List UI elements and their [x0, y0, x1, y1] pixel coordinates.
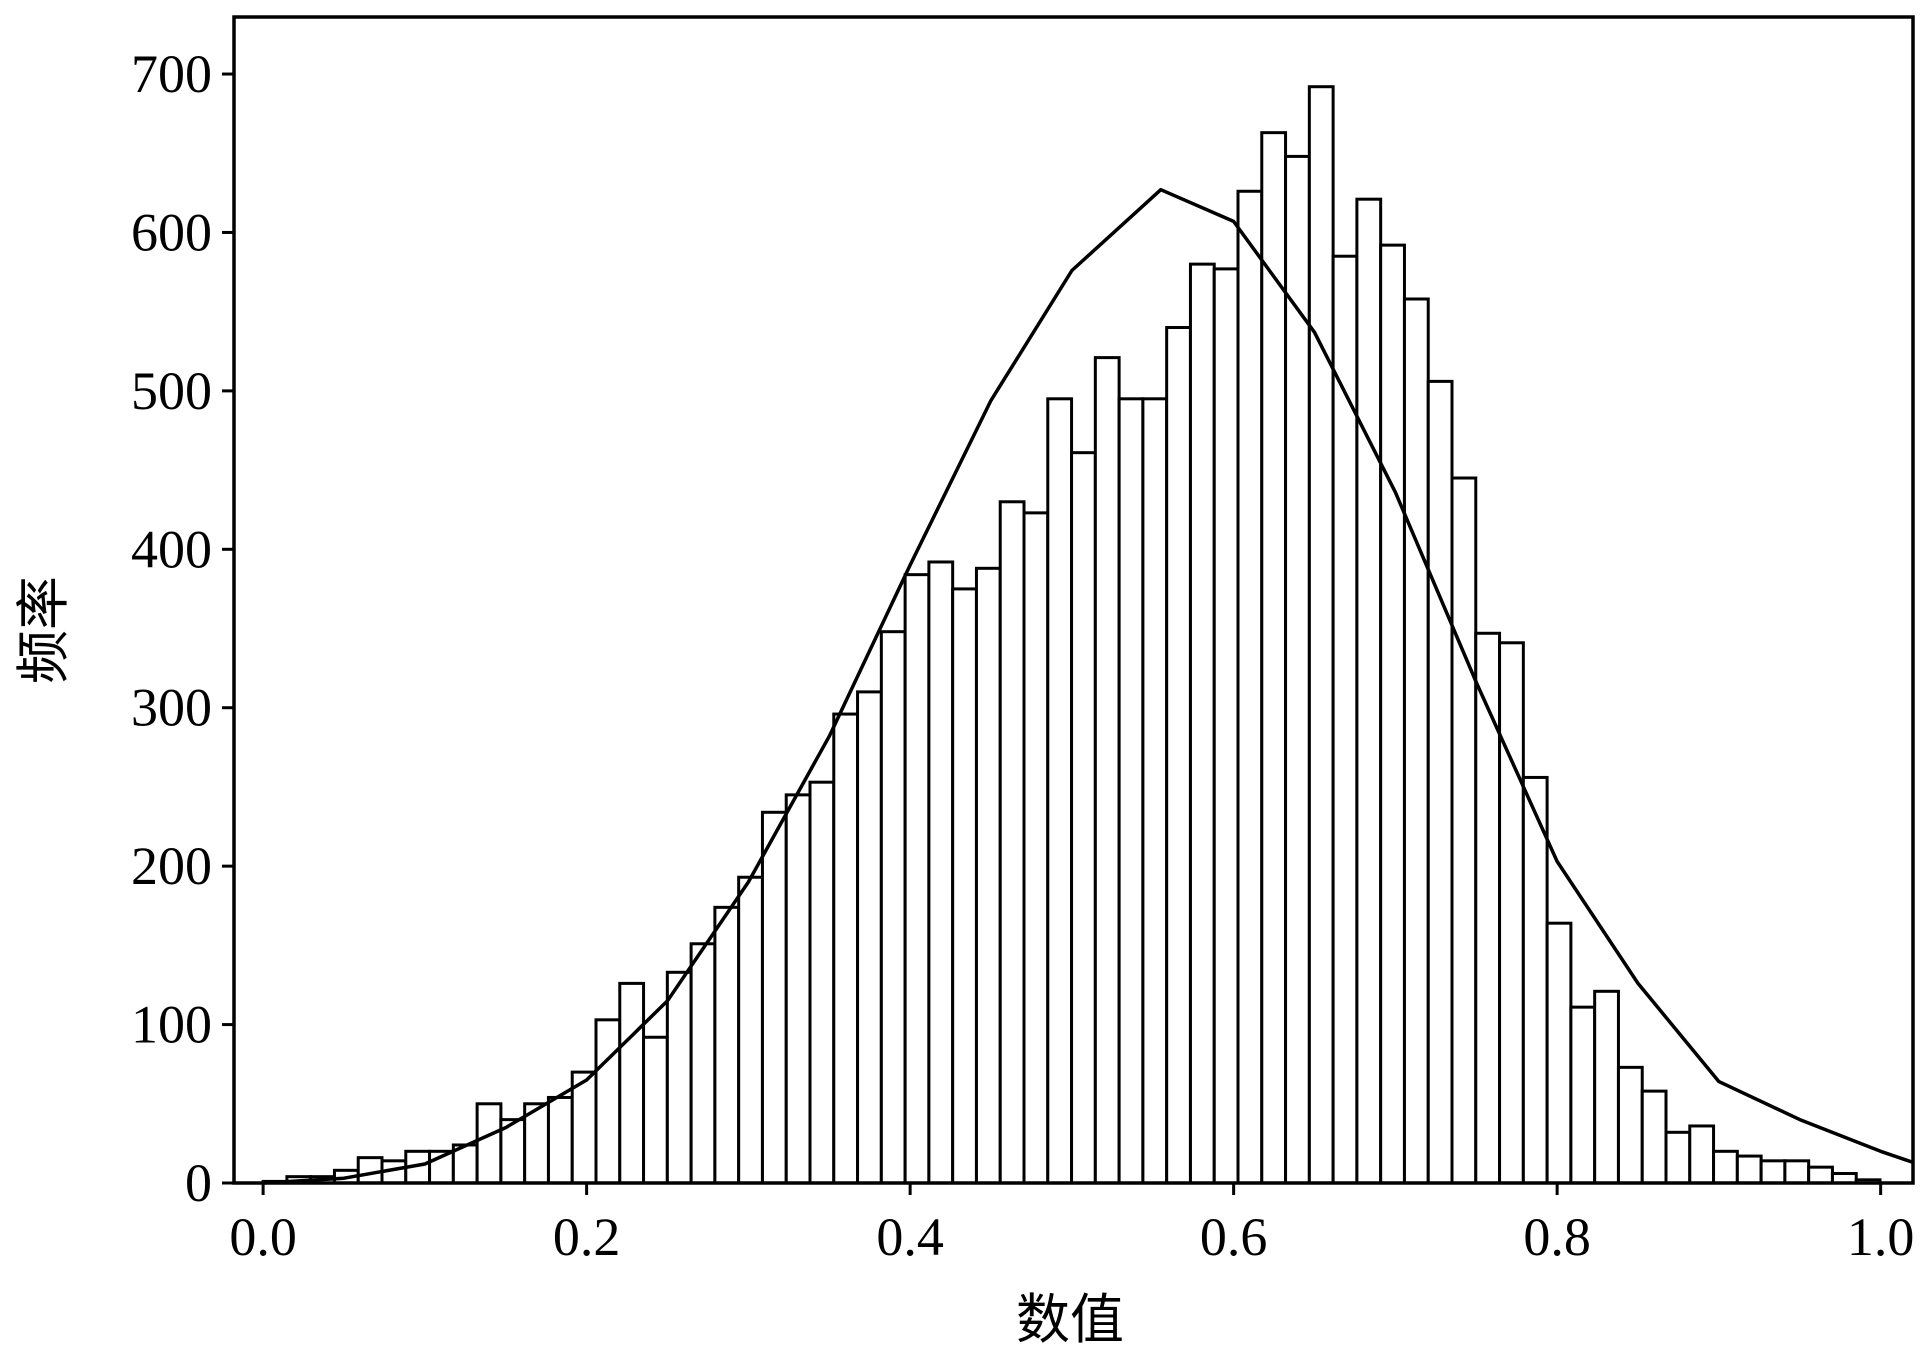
bar — [998, 500, 1026, 1185]
bar — [642, 1035, 669, 1185]
bar — [1117, 397, 1145, 1185]
bar — [1450, 476, 1478, 1185]
bar — [1735, 1154, 1763, 1185]
x-tick-label: 1.0 — [1847, 1207, 1915, 1267]
density-curve — [262, 187, 1914, 1185]
bar — [832, 712, 860, 1185]
bar — [1521, 775, 1549, 1185]
bar — [808, 780, 836, 1185]
bar — [1426, 379, 1454, 1185]
x-tick-label: 0.8 — [1523, 1207, 1591, 1267]
bar — [1141, 397, 1169, 1185]
bar — [760, 810, 788, 1185]
bar — [1046, 397, 1074, 1185]
y-tick-label: 300 — [131, 678, 212, 738]
bar — [1569, 1005, 1597, 1185]
bar — [1712, 1149, 1739, 1185]
bar — [1070, 451, 1097, 1185]
x-tick-label: 0.4 — [876, 1207, 944, 1267]
x-tick-label: 0.6 — [1200, 1207, 1268, 1267]
bar — [1688, 1124, 1716, 1185]
bar — [1593, 989, 1620, 1185]
bar — [737, 875, 764, 1185]
bar — [1402, 297, 1430, 1185]
bar — [546, 1095, 574, 1185]
y-tick-label: 0 — [185, 1153, 212, 1213]
bar — [618, 981, 646, 1185]
bar — [475, 1102, 503, 1185]
bar — [594, 1018, 622, 1185]
bar — [1498, 641, 1525, 1185]
y-tick-label: 500 — [131, 361, 212, 421]
bar — [1640, 1089, 1668, 1185]
bar — [784, 793, 812, 1185]
bar — [1236, 189, 1264, 1185]
y-tick-label: 400 — [131, 519, 212, 579]
x-axis-title: 数值 — [1016, 1290, 1124, 1348]
bar — [951, 587, 978, 1185]
bar — [1664, 1130, 1692, 1185]
bar — [1545, 921, 1573, 1185]
bar — [879, 630, 907, 1185]
bar — [927, 560, 955, 1185]
bar — [1807, 1165, 1834, 1185]
bar — [1165, 326, 1192, 1185]
y-tick-label: 700 — [131, 44, 212, 104]
bar — [974, 566, 1002, 1185]
bar — [1188, 262, 1216, 1185]
bar — [356, 1156, 384, 1185]
bar — [689, 942, 717, 1185]
bar — [856, 690, 883, 1185]
bar — [1307, 85, 1335, 1185]
bar — [1355, 197, 1383, 1185]
bar — [1783, 1159, 1811, 1185]
bar — [1212, 267, 1240, 1185]
y-tick-label: 100 — [131, 995, 212, 1055]
y-tick-label: 600 — [131, 202, 212, 262]
bar — [1759, 1159, 1787, 1185]
bar — [665, 970, 693, 1185]
bar — [570, 1070, 598, 1185]
bar — [1022, 511, 1050, 1185]
y-axis-title: 频率 — [14, 576, 74, 684]
x-tick-label: 0.2 — [553, 1207, 621, 1267]
bar — [713, 905, 741, 1185]
plot-frame — [232, 15, 1915, 1185]
bar — [1093, 356, 1121, 1185]
bar — [1616, 1065, 1644, 1185]
bar — [903, 573, 931, 1185]
y-tick-label: 200 — [131, 836, 212, 896]
bar — [1379, 243, 1406, 1185]
x-tick-label: 0.0 — [229, 1207, 297, 1267]
bar — [1474, 631, 1502, 1185]
